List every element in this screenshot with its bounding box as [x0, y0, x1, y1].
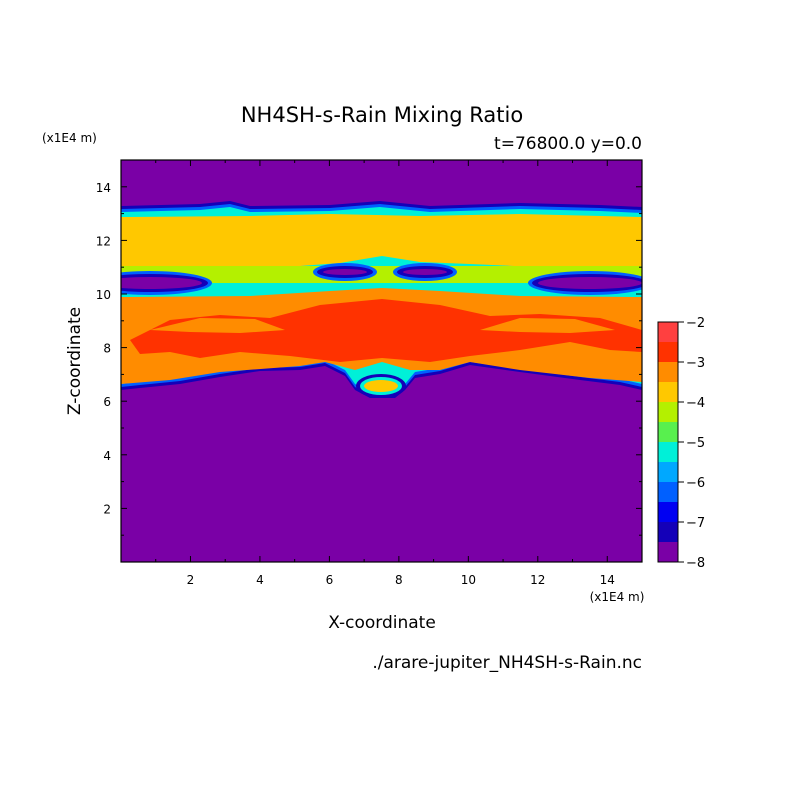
- x-axis-label: X-coordinate: [328, 613, 436, 633]
- contour-region: [121, 277, 202, 289]
- plot-frame: [120, 159, 643, 563]
- colorbar-swatch: [658, 542, 678, 562]
- colorbar-tick-label: −8: [686, 556, 705, 571]
- x-tick-label: 10: [461, 573, 476, 587]
- colorbar-tick-label: −2: [686, 316, 705, 331]
- colorbar-swatch: [658, 502, 678, 522]
- chart-title: NH4SH-s-Rain Mixing Ratio: [241, 103, 523, 127]
- chart-subtitle: t=76800.0 y=0.0: [494, 134, 642, 154]
- x-tick-label: 12: [530, 573, 545, 587]
- colorbar-swatch: [658, 362, 678, 382]
- y-unit-label: (x1E4 m): [42, 131, 97, 145]
- x-tick-label: 14: [600, 573, 615, 587]
- x-unit-label: (x1E4 m): [590, 590, 645, 604]
- contour-region: [480, 318, 615, 333]
- contour-region: [121, 266, 642, 283]
- y-tick-label: 14: [96, 181, 111, 195]
- x-tick-label: 8: [395, 573, 403, 587]
- x-tick-label: 4: [256, 573, 264, 587]
- colorbar-swatch: [658, 442, 678, 462]
- x-tick-label: 6: [326, 573, 334, 587]
- y-tick-label: 4: [103, 449, 111, 463]
- colorbar-tick-label: −6: [686, 476, 705, 491]
- colorbar-swatch: [658, 462, 678, 482]
- y-axis-ticks: 2 4 6 8 10 12 14: [96, 181, 642, 536]
- source-file-label: ./arare-jupiter_NH4SH-s-Rain.nc: [372, 653, 642, 673]
- y-tick-label: 2: [103, 502, 111, 516]
- colorbar-swatch: [658, 482, 678, 502]
- colorbar-tick-label: −7: [686, 516, 705, 531]
- colorbar-swatch: [658, 342, 678, 362]
- contour-region: [364, 380, 398, 392]
- y-tick-label: 6: [103, 395, 111, 409]
- contour-region: [150, 318, 285, 333]
- colorbar-swatch: [658, 322, 678, 342]
- colorbar-tick-label: −4: [686, 396, 705, 411]
- contour-field: [121, 160, 642, 562]
- colorbar-swatch: [658, 522, 678, 542]
- x-axis-ticks: 2 4 6 8 10 12 14: [155, 160, 615, 587]
- contour-region: [130, 299, 642, 362]
- y-tick-label: 8: [103, 342, 111, 356]
- y-tick-label: 10: [96, 288, 111, 302]
- contour-region: [538, 277, 642, 289]
- colorbar-swatch: [658, 402, 678, 422]
- colorbar: −2 −3 −4 −5 −6 −7 −8: [657, 316, 705, 571]
- y-tick-label: 12: [96, 234, 111, 248]
- colorbar-tick-label: −5: [686, 436, 705, 451]
- contour-region: [403, 269, 447, 275]
- contour-region: [323, 269, 367, 275]
- y-axis-label: Z-coordinate: [65, 307, 85, 415]
- colorbar-tick-label: −3: [686, 356, 705, 371]
- contour-region: [121, 214, 642, 268]
- colorbar-swatch: [658, 422, 678, 442]
- x-tick-label: 2: [187, 573, 195, 587]
- colorbar-swatch: [658, 382, 678, 402]
